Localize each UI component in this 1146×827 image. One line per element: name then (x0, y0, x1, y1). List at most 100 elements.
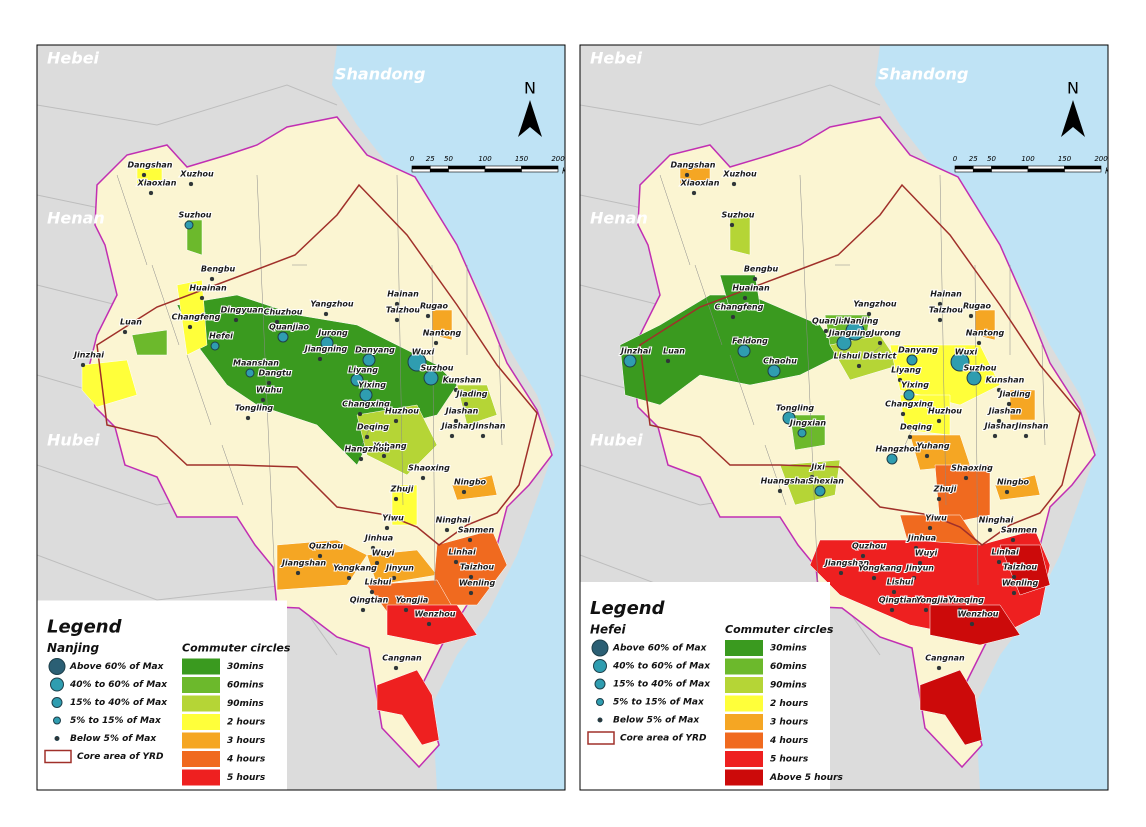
city-circle (809, 474, 815, 480)
city-label: Wenzhou (958, 610, 999, 619)
scale-segment (411, 165, 431, 170)
city-label: Yuhang (373, 442, 406, 451)
legend-class-label: 4 hours (769, 736, 809, 746)
commuter-zone (934, 464, 991, 526)
city-circle (1011, 590, 1017, 596)
scale-segment (1027, 165, 1065, 170)
city-circle (950, 352, 970, 372)
commuter-zone (176, 279, 208, 356)
city-circle (323, 311, 329, 317)
city-circle (394, 317, 400, 323)
legend-class-label: 30mins (770, 644, 807, 654)
city-circle (320, 336, 334, 350)
commuter-zone (356, 404, 438, 476)
city-label: Liyang (348, 366, 378, 375)
scale-segment (991, 165, 1029, 170)
city-label: Yongkang (333, 564, 377, 573)
city-circle (891, 589, 897, 595)
city-label: Lishui (887, 578, 914, 587)
city-circle (277, 331, 289, 343)
city-label: Yiwu (382, 514, 404, 523)
scale-segment (1064, 165, 1102, 170)
city-circle (906, 354, 918, 366)
city-label: Luan (663, 347, 685, 356)
city-label: Jinyun (904, 564, 934, 573)
scale-segment (991, 168, 1029, 173)
city-circle (927, 525, 933, 531)
city-circle (937, 317, 943, 323)
legend-swatch (182, 658, 220, 675)
city-label: Changxing (885, 400, 933, 409)
legend-swatch (725, 658, 763, 675)
city-label: Bengbu (201, 265, 236, 274)
city-circle (836, 335, 852, 351)
city-label: Nantong (423, 329, 462, 338)
commuter-zone (276, 539, 368, 591)
city-circle (897, 377, 903, 383)
city-label: Sanmen (458, 526, 495, 535)
city-circle (210, 341, 220, 351)
legend-circle (48, 658, 66, 675)
city-circle (295, 570, 301, 576)
city-circle (266, 380, 272, 386)
city-circle (209, 276, 215, 282)
city-circle (453, 559, 459, 565)
city-label: Bengbu (744, 265, 779, 274)
city-circle (346, 575, 352, 581)
city-circle (729, 222, 735, 228)
city-circle (996, 559, 1002, 565)
city-circle (449, 433, 455, 439)
city-circle (420, 475, 426, 481)
commuter-zone (929, 604, 1021, 646)
scale-segment (954, 165, 974, 170)
city-label: Jiading (997, 390, 1030, 399)
city-label: Jinzhai (72, 351, 104, 360)
city-circle (900, 411, 906, 417)
city-label: Tongling (776, 404, 815, 413)
city-circle (976, 340, 982, 346)
city-label: Zhuji (933, 485, 957, 494)
scale-tick-label: 25 (426, 155, 435, 163)
legend-core-label: Core area of YRD (77, 752, 164, 762)
north-arrow (518, 100, 542, 137)
city-label: Hainan (387, 290, 419, 299)
scale-segment (954, 168, 974, 173)
scale-tick-label: 200 (551, 155, 565, 163)
city-circle (369, 589, 375, 595)
province-boundary (37, 84, 338, 126)
scale-segment (972, 165, 992, 170)
city-circle (350, 373, 364, 387)
city-circle (907, 434, 913, 440)
panel-frame (579, 44, 1109, 791)
core-area (639, 183, 1081, 546)
scale-segment (429, 165, 449, 170)
legend-core-swatch (587, 731, 615, 745)
legend-box (37, 600, 287, 790)
city-circle (357, 411, 363, 417)
city-label: Jiangshan (823, 559, 869, 568)
city-label: Jiangning (303, 345, 348, 354)
legend-class-label: 5 hours (227, 773, 266, 783)
scale-segment (429, 168, 449, 173)
commuter-zone (1009, 389, 1036, 421)
city-label: Cangnan (925, 654, 965, 663)
legend-circle-label: Below 5% of Max (613, 716, 700, 726)
city-circle (968, 313, 974, 319)
city-boundary (151, 264, 180, 346)
city-label: Huainan (732, 284, 770, 293)
city-label: Yangzhou (853, 300, 897, 309)
city-circle (453, 387, 459, 393)
legend-swatch (725, 677, 763, 693)
city-circle (453, 418, 459, 424)
city-circle (913, 545, 919, 551)
city-boundary (764, 444, 787, 506)
scale-tick-label: 150 (515, 155, 529, 163)
legend-core-label: Core area of YRD (620, 734, 707, 744)
city-circle (917, 560, 923, 566)
legend-circle (54, 736, 60, 741)
city-boundary (116, 174, 148, 266)
city-circle (877, 340, 883, 346)
sea (332, 45, 565, 790)
